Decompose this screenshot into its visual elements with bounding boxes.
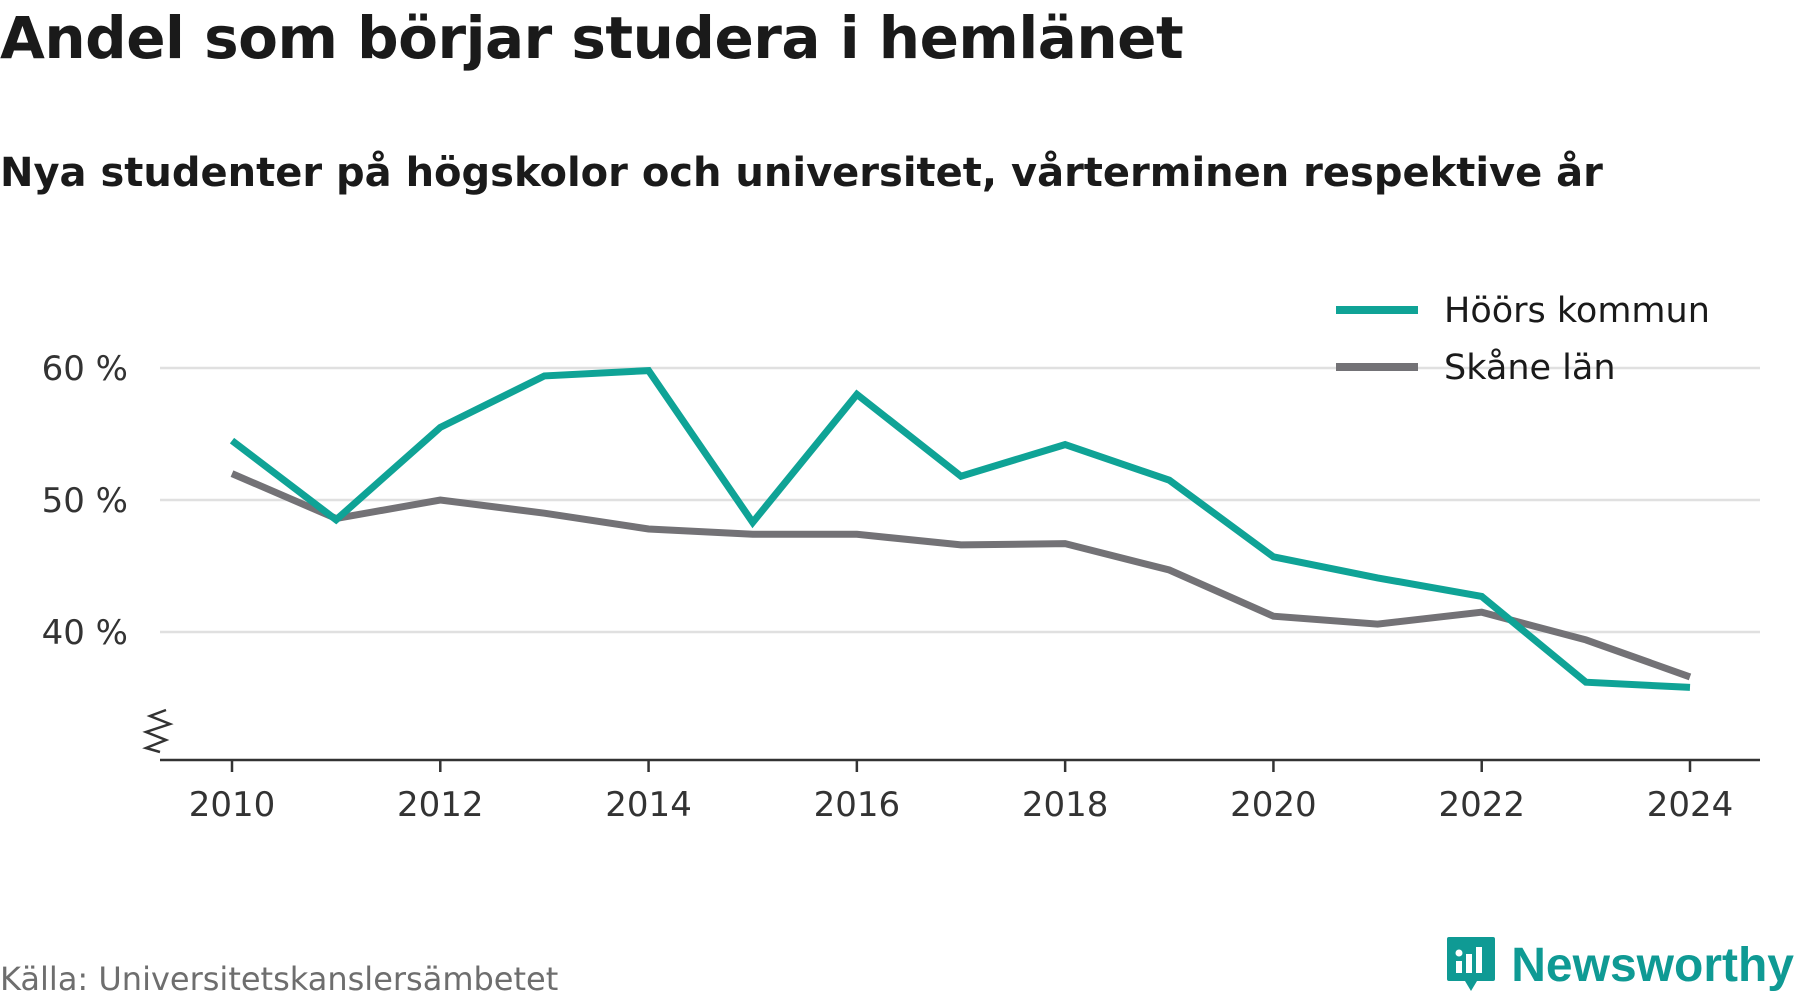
axis-break-icon xyxy=(142,708,174,754)
x-tick-label: 2016 xyxy=(814,785,901,825)
series-line-1 xyxy=(229,367,1691,691)
x-tick-label: 2022 xyxy=(1438,785,1525,825)
brand-name: Newsworthy xyxy=(1511,938,1794,992)
series-line-2 xyxy=(230,470,1692,681)
newsworthy-logo: Newsworthy xyxy=(1445,935,1794,995)
x-tick-label: 2014 xyxy=(605,785,692,825)
chart-subtitle: Nya studenter på högskolor och universit… xyxy=(0,150,1603,196)
legend-label: Skåne län xyxy=(1444,347,1616,388)
y-tick-label: 50 % xyxy=(42,481,128,521)
legend: Höörs kommun Skåne län xyxy=(1336,291,1710,388)
y-tick-label: 40 % xyxy=(42,613,128,653)
y-tick-label: 60 % xyxy=(42,349,128,389)
x-tick-label: 2024 xyxy=(1647,785,1734,825)
source-note: Källa: Universitetskanslersämbetet xyxy=(0,960,559,998)
x-axis: 2010 2012 2014 2016 2018 2020 2022 2024 xyxy=(142,708,1760,825)
newsworthy-logo-icon xyxy=(1447,937,1496,991)
x-tick-label: 2020 xyxy=(1230,785,1317,825)
x-tick-label: 2010 xyxy=(189,785,276,825)
x-tick-label: 2018 xyxy=(1022,785,1109,825)
legend-label: Höörs kommun xyxy=(1444,291,1710,331)
chart-title: Andel som börjar studera i hemlänet xyxy=(0,4,1184,72)
x-tick-label: 2012 xyxy=(397,785,484,825)
series-lines xyxy=(229,367,1692,691)
